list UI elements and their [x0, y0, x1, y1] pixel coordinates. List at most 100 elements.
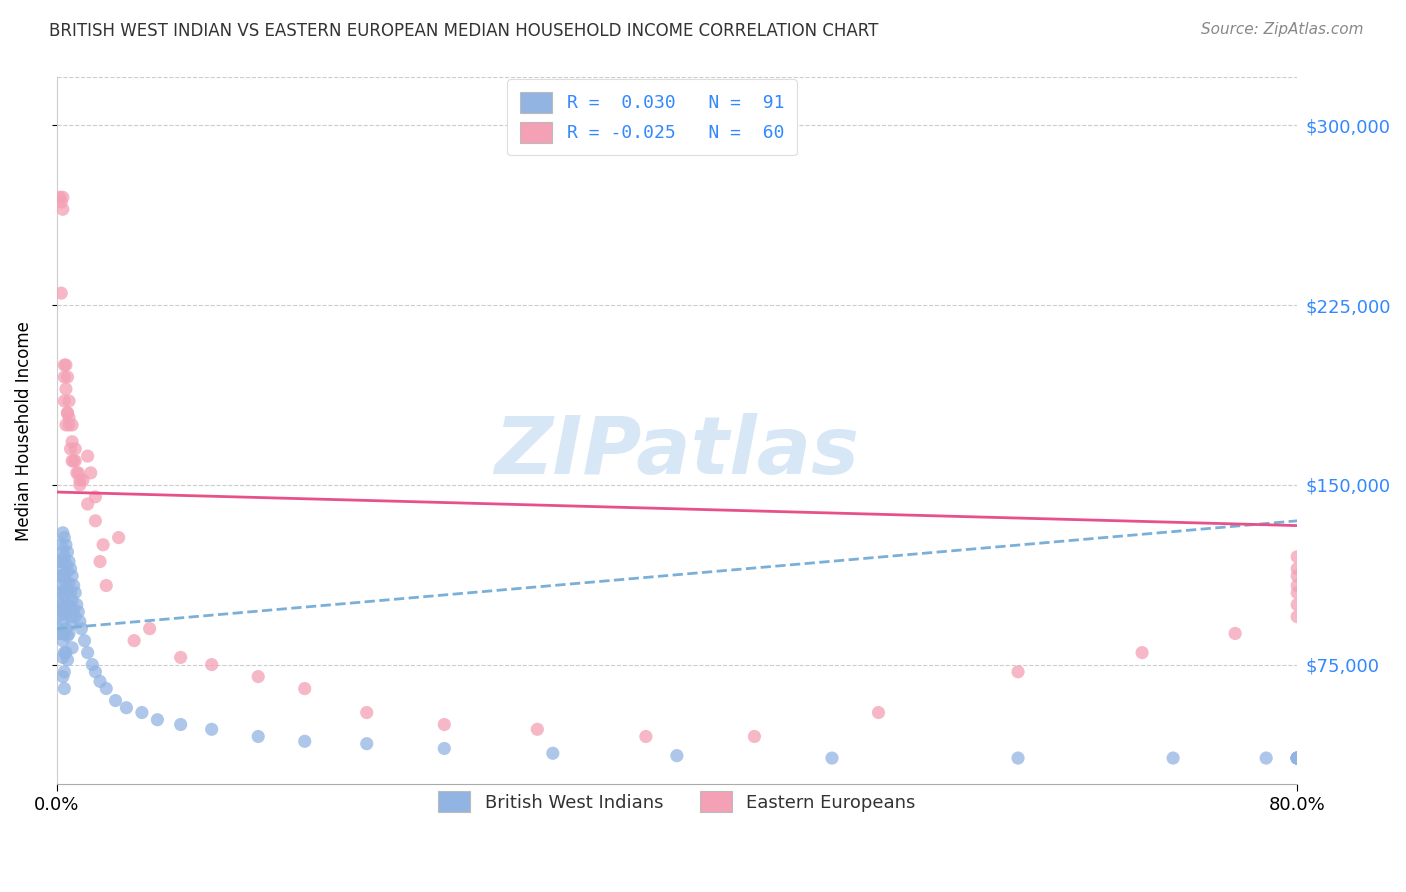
- Point: [56, 406, 79, 420]
- Point: [63, 454, 86, 468]
- Point: [1286, 751, 1309, 765]
- Point: [665, 748, 688, 763]
- Point: [1286, 562, 1309, 576]
- Point: [52, 545, 75, 559]
- Point: [55, 382, 77, 396]
- Text: BRITISH WEST INDIAN VS EASTERN EUROPEAN MEDIAN HOUSEHOLD INCOME CORRELATION CHAR: BRITISH WEST INDIAN VS EASTERN EUROPEAN …: [49, 22, 879, 40]
- Point: [55, 557, 77, 571]
- Point: [104, 693, 127, 707]
- Point: [60, 434, 83, 449]
- Point: [91, 538, 114, 552]
- Point: [58, 576, 80, 591]
- Point: [1286, 609, 1309, 624]
- Point: [115, 700, 138, 714]
- Point: [60, 454, 83, 468]
- Point: [56, 370, 79, 384]
- Point: [59, 442, 82, 456]
- Y-axis label: Median Household Income: Median Household Income: [15, 321, 32, 541]
- Point: [56, 564, 79, 578]
- Point: [48, 555, 70, 569]
- Point: [821, 751, 844, 765]
- Point: [89, 674, 111, 689]
- Point: [46, 622, 69, 636]
- Point: [53, 681, 76, 696]
- Point: [146, 713, 169, 727]
- Point: [60, 640, 83, 655]
- Point: [1286, 585, 1309, 599]
- Point: [433, 741, 456, 756]
- Point: [62, 454, 84, 468]
- Point: [69, 473, 91, 487]
- Point: [51, 585, 73, 599]
- Point: [56, 406, 79, 420]
- Point: [107, 531, 129, 545]
- Point: [96, 578, 118, 592]
- Point: [58, 626, 80, 640]
- Point: [73, 633, 96, 648]
- Point: [51, 538, 73, 552]
- Point: [122, 633, 145, 648]
- Point: [526, 723, 548, 737]
- Point: [58, 417, 80, 432]
- Point: [55, 538, 77, 552]
- Point: [1286, 751, 1309, 765]
- Point: [72, 473, 94, 487]
- Point: [48, 569, 70, 583]
- Point: [541, 746, 564, 760]
- Point: [63, 585, 86, 599]
- Point: [868, 706, 890, 720]
- Point: [55, 417, 77, 432]
- Point: [247, 730, 270, 744]
- Point: [1286, 751, 1309, 765]
- Text: Source: ZipAtlas.com: Source: ZipAtlas.com: [1201, 22, 1364, 37]
- Point: [52, 525, 75, 540]
- Point: [55, 646, 77, 660]
- Point: [80, 466, 103, 480]
- Point: [1286, 751, 1309, 765]
- Point: [294, 681, 316, 696]
- Point: [69, 615, 91, 629]
- Point: [76, 646, 98, 660]
- Point: [53, 626, 76, 640]
- Point: [169, 717, 191, 731]
- Point: [1286, 549, 1309, 564]
- Point: [48, 190, 70, 204]
- Point: [1007, 665, 1029, 679]
- Point: [53, 549, 76, 564]
- Point: [53, 370, 76, 384]
- Point: [634, 730, 657, 744]
- Point: [52, 578, 75, 592]
- Point: [1286, 751, 1309, 765]
- Point: [52, 202, 75, 217]
- Point: [82, 657, 104, 672]
- Point: [169, 650, 191, 665]
- Point: [76, 497, 98, 511]
- Point: [55, 358, 77, 372]
- Point: [55, 622, 77, 636]
- Point: [1256, 751, 1278, 765]
- Point: [433, 717, 456, 731]
- Point: [247, 670, 270, 684]
- Point: [60, 593, 83, 607]
- Point: [46, 609, 69, 624]
- Point: [59, 609, 82, 624]
- Point: [52, 562, 75, 576]
- Point: [59, 585, 82, 599]
- Point: [52, 190, 75, 204]
- Point: [56, 629, 79, 643]
- Point: [56, 653, 79, 667]
- Point: [60, 417, 83, 432]
- Point: [60, 569, 83, 583]
- Point: [70, 622, 93, 636]
- Point: [1286, 598, 1309, 612]
- Point: [66, 466, 89, 480]
- Point: [96, 681, 118, 696]
- Point: [67, 466, 90, 480]
- Point: [1286, 578, 1309, 592]
- Point: [66, 598, 89, 612]
- Point: [1130, 646, 1153, 660]
- Point: [62, 578, 84, 592]
- Point: [51, 569, 73, 583]
- Point: [56, 583, 79, 598]
- Point: [63, 609, 86, 624]
